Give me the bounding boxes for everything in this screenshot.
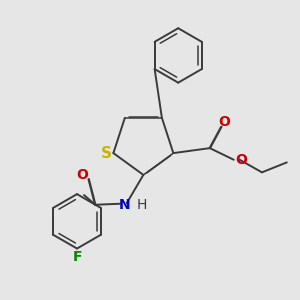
Text: S: S — [100, 146, 112, 160]
Text: O: O — [235, 153, 247, 167]
Text: O: O — [77, 168, 88, 182]
Text: F: F — [72, 250, 82, 264]
Text: N: N — [118, 198, 130, 212]
Text: H: H — [136, 198, 147, 212]
Text: O: O — [218, 115, 230, 129]
